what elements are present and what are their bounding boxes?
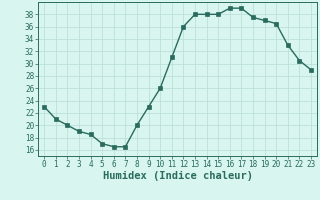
X-axis label: Humidex (Indice chaleur): Humidex (Indice chaleur) [103,171,252,181]
